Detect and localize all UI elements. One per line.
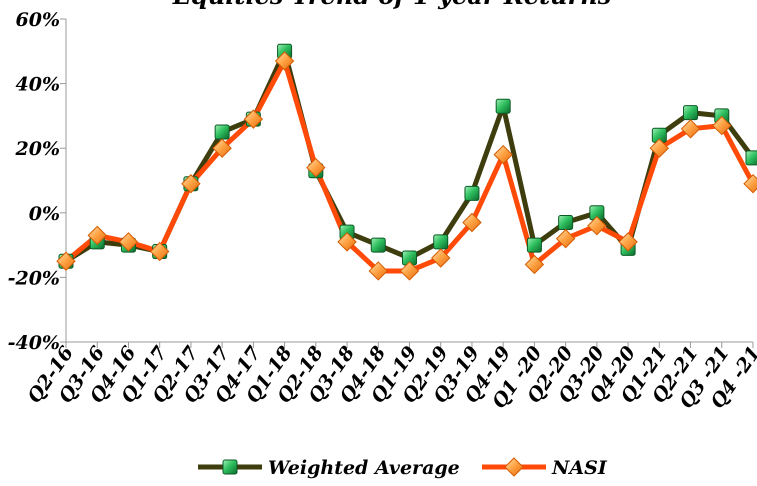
legend-marker-weighted-average: [222, 459, 238, 475]
data-point-weighted-average: [495, 98, 511, 114]
data-point-nasi: [524, 254, 545, 275]
data-point-nasi: [212, 138, 232, 158]
data-point-nasi: [493, 144, 513, 165]
data-point-nasi: [274, 51, 295, 71]
data-point-nasi: [649, 138, 670, 158]
data-point-nasi: [118, 232, 139, 252]
y-tick-label: 60%: [16, 9, 61, 31]
y-tick-label: 40%: [16, 74, 61, 96]
data-point-nasi: [618, 232, 638, 252]
data-point-weighted-average: [370, 237, 386, 253]
data-point-nasi: [368, 261, 388, 281]
y-tick-label: 0%: [29, 203, 60, 225]
data-point-nasi: [87, 225, 107, 246]
y-tick-label: -40%: [8, 332, 60, 354]
data-point-weighted-average: [464, 185, 480, 201]
data-point-nasi: [555, 228, 576, 249]
legend-label-nasi: NASI: [551, 457, 608, 479]
y-tick-label: -20%: [8, 267, 60, 289]
data-point-nasi: [680, 119, 701, 139]
data-point-weighted-average: [214, 124, 230, 140]
data-point-nasi: [399, 261, 420, 281]
data-point-nasi: [56, 251, 76, 271]
data-point-weighted-average: [433, 234, 449, 250]
data-point-nasi: [181, 174, 201, 194]
data-point-nasi: [337, 232, 357, 252]
data-point-nasi: [306, 157, 326, 178]
data-point-weighted-average: [526, 237, 542, 253]
legend-marker-nasi: [504, 457, 524, 477]
data-point-nasi: [462, 212, 482, 233]
chart-title: Equities Trend of 1 year Returns: [172, 0, 612, 10]
data-point-nasi: [149, 241, 170, 262]
legend-label-weighted-average: Weighted Average: [268, 457, 460, 479]
data-point-weighted-average: [558, 214, 574, 230]
data-point-weighted-average: [745, 150, 757, 166]
data-point-weighted-average: [683, 105, 699, 121]
data-point-nasi: [587, 216, 607, 236]
axes: 60%40%20%0%-20%-40%Q2-16Q3-16Q4-16Q1-17Q…: [8, 9, 757, 413]
series-layer: [56, 43, 757, 281]
data-point-nasi: [743, 174, 757, 194]
data-point-nasi: [243, 109, 264, 129]
data-point-nasi: [431, 248, 451, 268]
y-tick-label: 20%: [15, 138, 61, 160]
data-point-nasi: [712, 115, 732, 136]
legend: Weighted Average NASI: [198, 457, 608, 479]
